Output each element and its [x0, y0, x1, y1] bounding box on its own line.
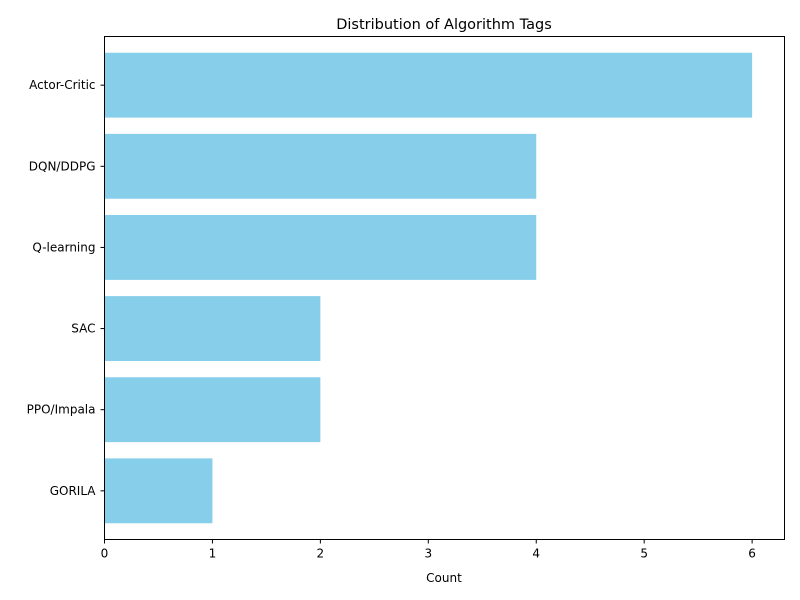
y-tick-label: GORILA	[50, 484, 97, 498]
x-tick-label: 6	[748, 547, 756, 561]
bar-sac	[104, 296, 321, 362]
x-tick-label: 5	[640, 547, 648, 561]
plot-frame	[104, 36, 785, 540]
x-axis-label: Count	[426, 571, 462, 585]
x-tick-label: 0	[101, 547, 109, 561]
chart-title: Distribution of Algorithm Tags	[336, 17, 552, 33]
y-tick-label: Q-learning	[32, 240, 95, 254]
y-tick-label: DQN/DDPG	[29, 159, 96, 173]
x-tick-label: 2	[317, 547, 325, 561]
x-tick-label: 4	[532, 547, 540, 561]
bar-actor-critic	[104, 52, 753, 118]
bar-ppo-impala	[104, 377, 321, 443]
bars-group	[104, 52, 753, 524]
y-axis-ticks: Actor-Critic DQN/DDPG Q-learning SAC PPO/Imp…	[27, 78, 105, 498]
y-tick-label: Actor-Critic	[29, 78, 95, 92]
y-tick-label: SAC	[71, 322, 95, 336]
x-axis-ticks: 0 1 2 3 4 5 6	[101, 539, 756, 561]
bar-dqn-ddpg	[104, 133, 537, 199]
bar-q-learning	[104, 214, 537, 280]
bar-gorila	[104, 458, 213, 524]
x-tick-label: 3	[424, 547, 432, 561]
y-tick-label: PPO/Impala	[27, 403, 96, 417]
x-tick-label: 1	[209, 547, 217, 561]
